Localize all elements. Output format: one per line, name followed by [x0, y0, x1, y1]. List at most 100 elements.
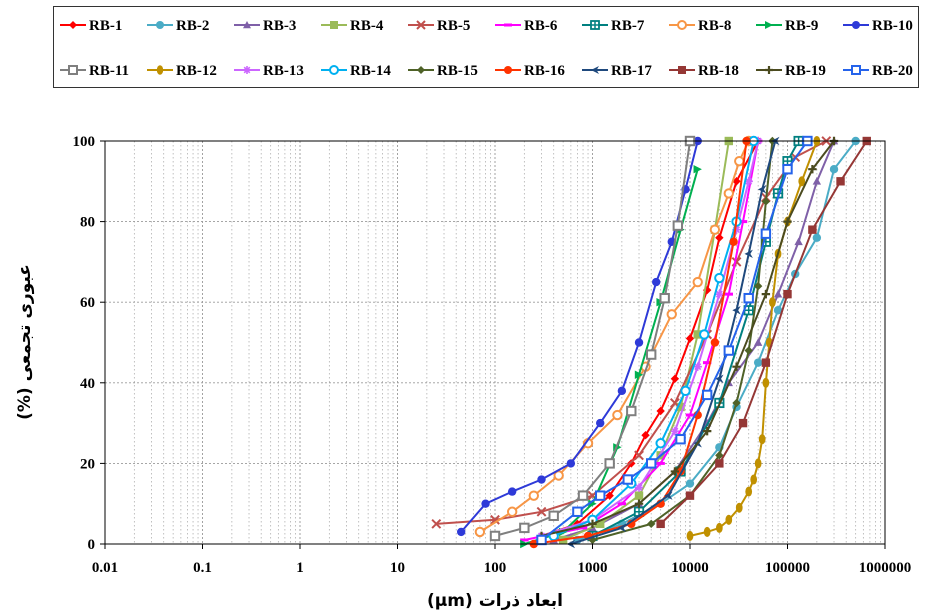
legend-entry-rb-5: RB-5 [408, 18, 470, 34]
data-point [729, 237, 738, 246]
series-rb-10 [456, 136, 702, 537]
legend-label: RB-2 [176, 18, 209, 34]
y-axis-title: عبوری تجمعی (%) [15, 264, 35, 420]
legend-label: RB-4 [350, 18, 384, 34]
data-point [783, 289, 792, 299]
data-point [659, 292, 670, 304]
data-point [627, 459, 636, 468]
data-point [757, 185, 767, 194]
series-line [553, 140, 755, 537]
data-point [655, 438, 666, 449]
x-tick-label: 100000 [765, 560, 810, 576]
data-point [685, 479, 695, 488]
legend-entry-rb-7: RB-7 [582, 18, 645, 34]
legend-entry-rb-20: RB-20 [843, 63, 913, 79]
data-point [675, 434, 686, 445]
data-point [590, 20, 600, 30]
data-point [617, 523, 627, 533]
data-point [693, 330, 702, 339]
data-point [702, 426, 712, 436]
legend-entry-rb-2: RB-2 [147, 18, 209, 34]
data-point [750, 474, 758, 485]
data-point [743, 292, 754, 304]
series-rb-12 [686, 135, 821, 541]
data-point [528, 490, 539, 501]
data-point [656, 406, 665, 416]
data-point [68, 65, 78, 75]
data-point [715, 374, 724, 383]
data-point [783, 217, 792, 226]
data-point [812, 233, 822, 242]
x-axis-title: ابعاد ذرات (μm) [427, 591, 563, 611]
data-point [634, 491, 644, 500]
data-point [670, 374, 680, 383]
data-point [156, 65, 164, 75]
data-point [456, 527, 466, 537]
data-point [744, 249, 753, 259]
legend-label: RB-14 [350, 63, 391, 79]
legend-label: RB-19 [785, 63, 826, 79]
data-point [685, 334, 695, 343]
y-tick-label: 0 [88, 537, 96, 553]
data-point [769, 297, 776, 308]
legend-entry-rb-3: RB-3 [234, 18, 296, 34]
data-point [744, 346, 753, 355]
data-point [699, 329, 710, 340]
legend-entry-rb-19: RB-19 [756, 63, 826, 79]
x-tick-label: 0.01 [92, 560, 118, 576]
legend-label: RB-16 [524, 63, 565, 79]
data-point [829, 165, 839, 174]
data-point [506, 506, 518, 517]
data-point [634, 483, 644, 492]
data-point [676, 402, 685, 412]
legend-label: RB-17 [611, 63, 652, 79]
legend-label: RB-6 [524, 18, 558, 34]
legend-label: RB-15 [437, 63, 478, 79]
series-rb-11 [489, 135, 696, 542]
data-point [734, 155, 745, 167]
data-point [626, 405, 637, 417]
legend-label: RB-9 [785, 18, 818, 34]
data-point [672, 220, 684, 231]
legend-entry-rb-4: RB-4 [321, 18, 384, 34]
y-tick-label: 20 [80, 456, 95, 472]
data-point [710, 338, 720, 347]
x-tick-label: 1000000 [859, 560, 912, 576]
data-point [715, 451, 724, 460]
data-point [773, 289, 783, 298]
data-point [753, 338, 763, 346]
data-point [604, 458, 615, 469]
data-point [507, 487, 517, 496]
data-point [765, 21, 773, 29]
legend-entry-rb-10: RB-10 [843, 18, 913, 34]
data-point [634, 499, 644, 508]
y-tick-label: 60 [80, 295, 95, 311]
data-point [723, 345, 734, 356]
data-point [685, 491, 695, 500]
data-point [330, 21, 338, 29]
series-layer [431, 135, 871, 549]
data-point [732, 362, 741, 371]
x-tick-label: 100 [484, 560, 507, 576]
data-point [851, 65, 861, 75]
legend-entry-rb-17: RB-17 [582, 63, 652, 79]
legend-label: RB-8 [698, 18, 731, 34]
data-point [156, 21, 164, 29]
data-point [634, 450, 644, 461]
series-rb-8 [474, 135, 754, 538]
data-point [732, 306, 741, 315]
data-point [692, 276, 703, 288]
data-point [641, 430, 650, 440]
data-point [758, 434, 766, 445]
data-point [794, 237, 803, 246]
data-point [489, 530, 501, 542]
data-point [693, 362, 702, 371]
data-point [416, 20, 426, 30]
legend-entry-rb-6: RB-6 [495, 18, 558, 34]
data-point [761, 358, 771, 367]
data-point [732, 225, 741, 234]
data-point [760, 228, 772, 239]
legend-label: RB-10 [872, 18, 913, 34]
data-point [670, 426, 680, 436]
